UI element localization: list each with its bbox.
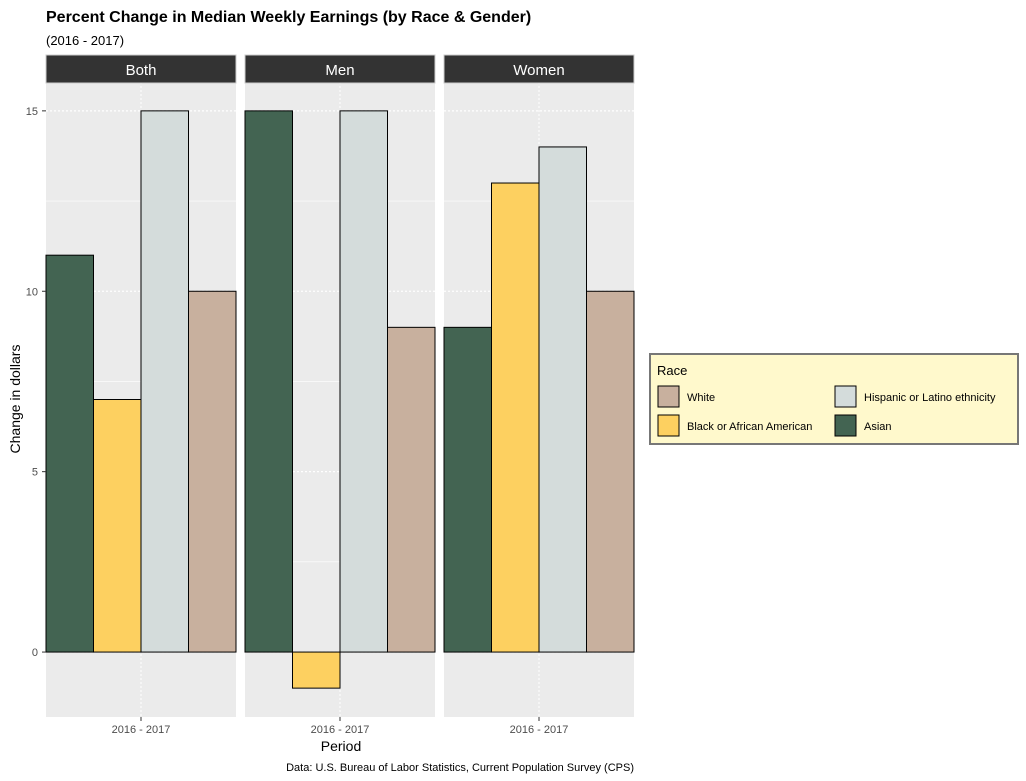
panel-both: Both 2016 - 2017 (45, 54, 237, 736)
strip-label-women: Women (513, 62, 564, 79)
chart-title: Percent Change in Median Weekly Earnings… (46, 9, 531, 26)
bar-both-white (188, 290, 237, 653)
y-tick-label: 5 (32, 467, 38, 479)
y-tick-label: 0 (32, 647, 38, 659)
x-tick-label: 2016 - 2017 (510, 724, 569, 736)
legend-swatch (834, 385, 857, 408)
bar-men-asian (244, 110, 293, 653)
bar-men-hispanic-or-latino-ethnicity (339, 110, 388, 653)
bar-women-hispanic-or-latino-ethnicity (538, 146, 587, 653)
legend-label: Hispanic or Latino ethnicity (864, 392, 996, 404)
bar-men-white (387, 326, 436, 653)
legend: Race White Hispanic or Latino ethnicity Bl… (649, 353, 1019, 445)
strip-women (443, 54, 635, 84)
bar-women-white (586, 290, 635, 653)
strip-label-both: Both (126, 62, 157, 79)
x-tick-label: 2016 - 2017 (112, 724, 171, 736)
y-tick-label: 15 (26, 106, 38, 118)
legend-label: Asian (864, 421, 892, 433)
x-tick-label: 2016 - 2017 (311, 724, 370, 736)
y-tick-label: 10 (26, 286, 38, 298)
facet-panels: Both 2016 - 2017 Men 2016 - 2017 Women 2016 -… (45, 54, 635, 736)
bar-men-black-or-african-american (292, 651, 341, 689)
panel-men: Men 2016 - 2017 (244, 54, 436, 736)
legend-label: Black or African American (687, 421, 812, 433)
chart-subtitle: (2016 - 2017) (46, 33, 124, 48)
y-axis: 0 5 10 15 (26, 106, 46, 659)
strip-both (45, 54, 237, 84)
strip-men (244, 54, 436, 84)
strip-label-men: Men (325, 62, 354, 79)
panel-women: Women 2016 - 2017 (443, 54, 635, 736)
legend-item-asian: Asian (834, 414, 892, 437)
legend-swatch (657, 414, 680, 437)
legend-swatch (834, 414, 857, 437)
chart-caption: Data: U.S. Bureau of Labor Statistics, C… (286, 762, 634, 774)
bar-both-asian (45, 254, 94, 653)
legend-item-hispanic-or-latino-ethnicity: Hispanic or Latino ethnicity (834, 385, 996, 408)
x-axis-label: Period (321, 738, 361, 754)
legend-item-black-or-african-american: Black or African American (657, 414, 812, 437)
legend-swatch (657, 385, 680, 408)
bar-both-hispanic-or-latino-ethnicity (140, 110, 189, 653)
bar-both-black-or-african-american (93, 399, 142, 653)
legend-title: Race (657, 363, 687, 378)
legend-item-white: White (657, 385, 715, 408)
legend-box (649, 353, 1019, 445)
legend-label: White (687, 392, 715, 404)
bar-women-asian (443, 326, 492, 653)
y-axis-label: Change in dollars (7, 345, 23, 454)
bar-women-black-or-african-american (491, 182, 540, 653)
